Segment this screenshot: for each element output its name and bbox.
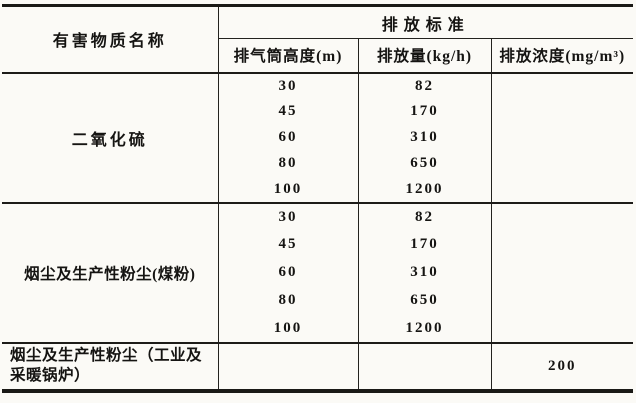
height-cell: 30 xyxy=(217,201,358,231)
height-cell: 45 xyxy=(217,98,358,125)
rate-cell: 310 xyxy=(357,258,491,287)
table-row: 烟尘及生产性粉尘（工业及采暖锅炉） 200 xyxy=(2,341,634,392)
rate-cell xyxy=(357,341,491,392)
rate-cell: 170 xyxy=(357,230,491,259)
rate-cell: 650 xyxy=(357,150,491,177)
table-row: 80 650 xyxy=(2,286,633,315)
height-cell: 100 xyxy=(217,176,358,203)
table-row: 60 310 xyxy=(2,124,633,151)
header-emission-rate: 排放量(kg/h) xyxy=(357,38,491,74)
height-cell: 80 xyxy=(217,286,358,315)
rate-cell: 650 xyxy=(357,286,491,315)
height-cell: 60 xyxy=(217,124,358,151)
table-row: 80 650 xyxy=(2,150,633,177)
emission-standards-table: 有害物质名称 排放标准 排气筒高度(m) 排放量(kg/h) 排放浓度(mg/m… xyxy=(2,4,634,394)
rate-cell: 310 xyxy=(357,124,491,151)
header-emission-standard-group: 排放标准 xyxy=(217,5,634,39)
table-row: 二氧化硫 30 82 xyxy=(2,72,634,203)
header-stack-height: 排气筒高度(m) xyxy=(217,38,358,74)
substance-coal-dust: 烟尘及生产性粉尘(煤粉) xyxy=(2,201,218,343)
header-row-group: 有害物质名称 排放标准 xyxy=(2,5,634,74)
rate-cell: 82 xyxy=(357,201,491,231)
rate-cell: 82 xyxy=(357,72,491,99)
height-cell: 45 xyxy=(217,230,358,259)
table-row: 45 170 xyxy=(2,230,633,259)
header-emission-concentration: 排放浓度(mg/m³) xyxy=(490,38,634,74)
header-row-sub: 排气筒高度(m) 排放量(kg/h) 排放浓度(mg/m³) xyxy=(2,38,634,74)
table-row: 100 1200 xyxy=(2,176,633,203)
table-row: 60 310 xyxy=(2,258,633,287)
table-row: 45 170 xyxy=(2,98,633,125)
height-cell: 100 xyxy=(217,314,358,343)
rate-cell: 1200 xyxy=(357,176,491,203)
header-substance: 有害物质名称 xyxy=(2,5,218,74)
concentration-cell: 200 xyxy=(490,341,634,392)
table-row: 100 1200 xyxy=(2,314,633,343)
height-cell: 80 xyxy=(217,150,358,177)
substance-so2: 二氧化硫 xyxy=(71,131,148,149)
height-cell: 60 xyxy=(217,258,358,287)
substance-boiler-dust: 烟尘及生产性粉尘（工业及采暖锅炉） xyxy=(2,341,218,392)
table-row: 烟尘及生产性粉尘(煤粉) 30 82 xyxy=(2,201,634,343)
concentration-cell xyxy=(490,72,634,203)
concentration-cell xyxy=(490,201,634,343)
height-cell xyxy=(217,341,358,392)
height-cell: 30 xyxy=(217,72,358,99)
rate-cell: 1200 xyxy=(357,314,491,343)
rate-cell: 170 xyxy=(357,98,491,125)
